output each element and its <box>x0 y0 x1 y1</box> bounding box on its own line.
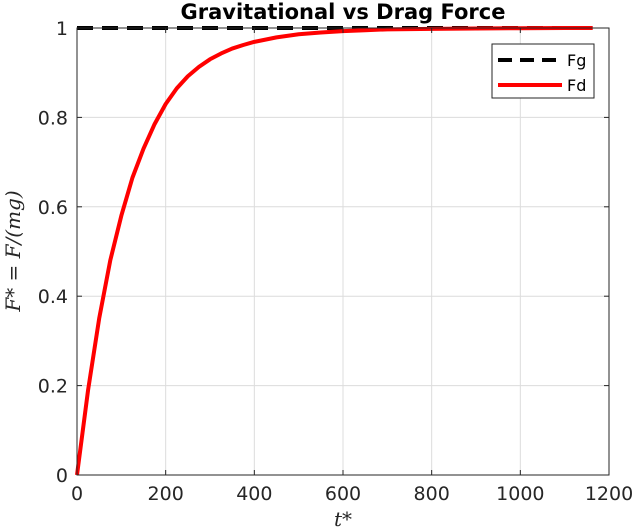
y-tick-label: 0.8 <box>38 107 68 129</box>
x-axis-label: t* <box>334 507 352 531</box>
legend-entry-fg: Fg <box>567 51 586 70</box>
legend: Fg Fd <box>491 43 595 99</box>
legend-box <box>491 43 595 99</box>
y-axis-label: F* = F/(mg) <box>1 190 25 312</box>
x-tick-label: 800 <box>414 483 450 505</box>
y-tick-label: 0.2 <box>38 376 68 398</box>
y-tick-label: 1 <box>56 18 68 40</box>
y-tick-label: 0 <box>56 465 68 487</box>
x-tick-label: 200 <box>148 483 184 505</box>
x-tick-label: 400 <box>236 483 272 505</box>
y-tick-label: 0.6 <box>38 197 68 219</box>
y-tick-label: 0.4 <box>38 286 68 308</box>
x-tick-label: 1200 <box>585 483 633 505</box>
x-tick-label: 1000 <box>496 483 544 505</box>
series-line-fd <box>75 26 593 476</box>
ticks: 0 200 400 600 800 1000 1200 0 0.2 0.4 0.6 0.8 1 <box>38 18 633 505</box>
legend-entry-fd: Fd <box>567 76 586 95</box>
chart-title: Gravitational vs Drag Force <box>181 0 506 24</box>
x-tick-label: 0 <box>71 483 83 505</box>
x-tick-label: 600 <box>325 483 361 505</box>
